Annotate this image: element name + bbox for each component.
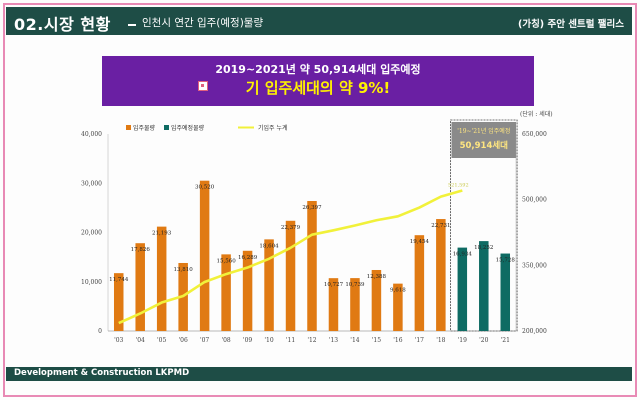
x-tick-label: '07 — [200, 337, 209, 344]
footer-bar: Development & Construction LKPMD — [6, 367, 632, 381]
bar-data-label: 9,618 — [390, 288, 406, 294]
bar-data-label: 18,252 — [474, 245, 493, 251]
bar — [457, 247, 468, 331]
y-left-tick-label: 30,000 — [81, 180, 102, 187]
x-tick-label: '12 — [307, 337, 316, 344]
supply-chart: '19~'21년 입주예정 50,914세대 0 10,000 20,000 30,000… — [81, 110, 553, 344]
x-tick-label: '16 — [393, 337, 402, 344]
forecast-label-line2: 50,914세대 — [460, 140, 509, 151]
cumulative-line — [118, 189, 463, 325]
x-tick-label: '14 — [350, 337, 359, 344]
unit-label: (단위 : 세대) — [520, 110, 553, 118]
y-left-tick-label: 20,000 — [81, 230, 102, 237]
bar-data-label: 18,604 — [259, 243, 279, 249]
summary-banner: 2019~2021년 약 50,914세대 입주예정 기 입주세대의 약 9%! — [102, 56, 534, 106]
bar-data-label: 22,731 — [431, 223, 450, 229]
project-name: (가칭) 주안 센트럴 팰리스 — [517, 19, 624, 30]
legend-label-cumulative: 기입주 누계 — [258, 124, 288, 132]
x-tick-label: '19 — [458, 337, 467, 344]
x-tick-label: '04 — [136, 337, 145, 344]
y-right-tick-label: 350,000 — [522, 262, 547, 269]
banner-highlight: 기 입주세대의 약 9%! — [245, 79, 391, 97]
bar-data-label: 30,520 — [195, 185, 215, 191]
bar — [307, 200, 317, 331]
checkbox-icon — [198, 81, 208, 91]
bar-data-label: 16,289 — [238, 255, 258, 261]
bar — [371, 269, 382, 331]
bar — [242, 250, 253, 331]
x-tick-label: '11 — [286, 337, 295, 344]
bar-data-label: 15,560 — [216, 258, 236, 264]
bar — [393, 283, 403, 331]
legend-swatch-planned — [164, 125, 169, 130]
page-title: 02.시장 현황 — [14, 15, 111, 34]
legend-label-actual: 입주물량 — [133, 124, 156, 132]
bar — [199, 180, 210, 331]
y-left-tick-label: 0 — [98, 328, 102, 335]
bar-data-label: 17,826 — [131, 247, 151, 253]
y-right-tick-label: 650,000 — [522, 131, 547, 138]
legend-swatch-actual — [126, 125, 131, 130]
x-tick-label: '17 — [415, 337, 424, 344]
header-bar: 02.시장 현황 인천시 연간 입주(예정)물량 (가칭) 주안 센트럴 팰리스 — [6, 7, 632, 35]
page-subtitle: 인천시 연간 입주(예정)물량 — [142, 17, 264, 29]
x-tick-label: '05 — [157, 337, 166, 344]
legend-label-planned: 입주예정물량 — [171, 124, 205, 132]
bar — [414, 235, 425, 331]
x-tick-label: '13 — [329, 337, 338, 344]
bar — [285, 220, 296, 331]
x-tick-label: '18 — [436, 337, 445, 344]
bar-data-label: 12,388 — [367, 274, 387, 280]
forecast-label-box — [451, 122, 517, 158]
y-left-tick-label: 40,000 — [81, 131, 102, 138]
bar — [350, 278, 360, 331]
bar — [436, 219, 446, 331]
bar — [113, 273, 124, 331]
bar — [156, 226, 167, 331]
forecast-label-line1: '19~'21년 입주예정 — [457, 127, 510, 135]
x-tick-label: '06 — [179, 337, 188, 344]
x-tick-label: '21 — [501, 337, 510, 344]
bar-data-label: 16,934 — [453, 252, 473, 258]
x-tick-label: '10 — [264, 337, 273, 344]
footer-text: Development & Construction LKPMD — [14, 368, 190, 378]
y-left-tick-label: 10,000 — [81, 279, 102, 286]
x-tick-label: '03 — [114, 337, 123, 344]
x-tick-label: '09 — [243, 337, 252, 344]
bar-data-label: 15,728 — [496, 258, 516, 264]
slide-border — [3, 3, 637, 397]
cumulative-end-label: 521,592 — [448, 182, 469, 188]
bar — [221, 254, 231, 331]
x-tick-label: '08 — [221, 337, 230, 344]
bar — [500, 253, 511, 331]
bar-data-label: 13,810 — [174, 267, 194, 273]
bar-data-label: 11,744 — [109, 277, 129, 283]
bar-data-label: 26,397 — [302, 205, 322, 211]
bar-data-label: 10,739 — [345, 282, 365, 288]
bar-data-label: 10,727 — [324, 282, 344, 288]
bar — [479, 241, 489, 331]
bar-data-label: 19,454 — [410, 239, 430, 245]
bar-data-label: 21,193 — [152, 231, 172, 237]
y-right-tick-label: 500,000 — [522, 197, 547, 204]
bar — [264, 239, 274, 331]
y-right-tick-label: 200,000 — [522, 328, 547, 335]
banner-summary: 2019~2021년 약 50,914세대 입주예정 — [215, 63, 421, 76]
bar — [328, 278, 339, 331]
bar — [135, 243, 145, 331]
x-tick-label: '15 — [372, 337, 381, 344]
title-separator — [128, 24, 136, 26]
bar-data-label: 22,379 — [281, 225, 301, 231]
x-tick-label: '20 — [479, 337, 488, 344]
